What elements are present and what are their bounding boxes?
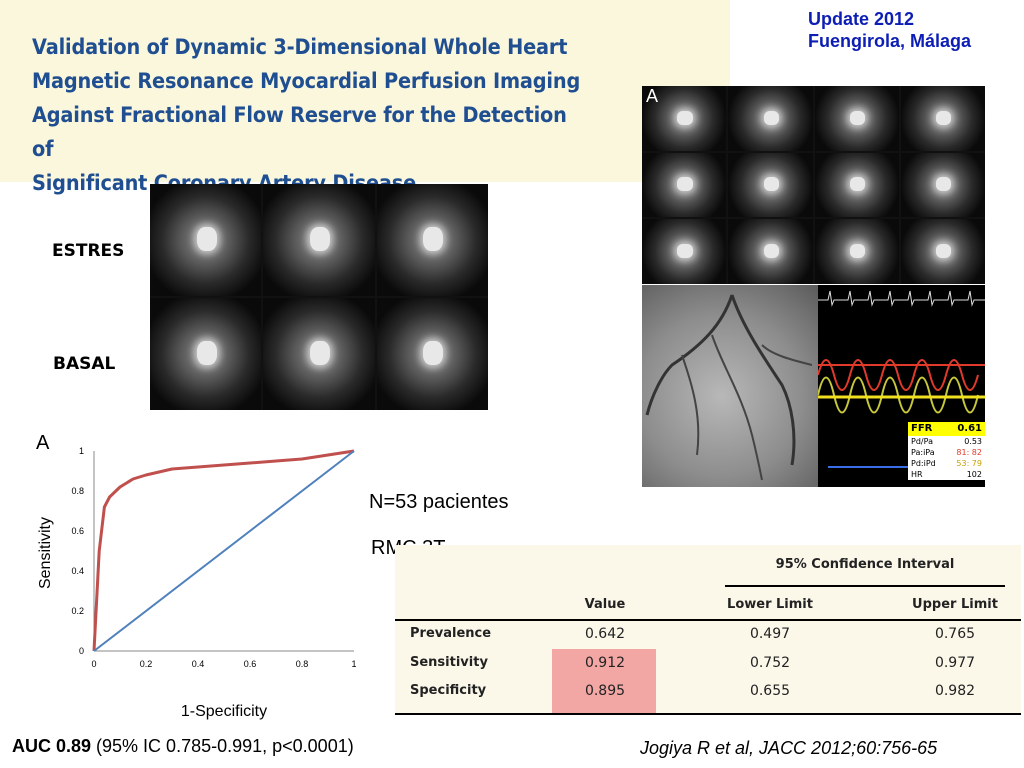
mri-image <box>900 86 985 151</box>
cell-value: 0.642 <box>584 626 626 642</box>
cell-value: 0.912 <box>584 655 626 671</box>
hr-row: HR 102 <box>908 469 985 480</box>
mri-image <box>150 184 262 296</box>
hr-label: HR <box>911 470 923 479</box>
roc-y-tick-label: 0.4 <box>71 566 84 576</box>
mri-image <box>900 219 985 284</box>
row-label-prevalence: Prevalence <box>410 626 492 641</box>
article-title-box: Validation of Dynamic 3-Dimensional Whol… <box>0 0 730 195</box>
cell-lower: 0.497 <box>749 626 791 642</box>
mri-image <box>814 219 899 284</box>
roc-x-tick-label: 0.8 <box>296 659 309 669</box>
mri-image <box>150 298 262 410</box>
roc-ylabel: Sensitivity <box>37 517 54 589</box>
pdpa-value: 0.53 <box>964 437 982 446</box>
mri-image <box>263 298 375 410</box>
roc-chart: A Sensitivity 1-Specificity 0 0.2 0.4 0.6 0.… <box>36 432 357 720</box>
mri-image <box>728 219 813 284</box>
ci-group-header: 95% Confidence Interval <box>775 557 955 572</box>
perfusion-image-grid <box>150 184 488 410</box>
mri-image <box>900 152 985 218</box>
article-title: Validation of Dynamic 3-Dimensional Whol… <box>32 30 584 200</box>
column-header-value: Value <box>584 597 626 612</box>
ci-group-rule <box>725 585 1005 587</box>
auc-ci: (95% IC 0.785-0.991, p<0.0001) <box>91 736 354 756</box>
column-header-upper: Upper Limit <box>912 597 998 612</box>
cell-upper: 0.982 <box>934 683 976 699</box>
roc-y-tick-label: 1 <box>79 446 84 456</box>
mri-image <box>728 86 813 151</box>
mri-image <box>642 152 727 218</box>
roc-x-tick-label: 1 <box>351 659 356 669</box>
mri-image <box>642 86 727 151</box>
roc-panel-label: A <box>36 432 50 454</box>
title-line: Magnetic Resonance Myocardial Perfusion … <box>32 69 581 93</box>
event-year: Update 2012 <box>808 9 915 29</box>
cell-lower: 0.752 <box>749 655 791 671</box>
ffr-row: FFR 0.61 <box>908 422 985 436</box>
roc-y-tick-label: 0 <box>79 646 84 656</box>
mri-image <box>728 152 813 218</box>
coronary-angiogram <box>642 285 819 487</box>
roc-y-tick-label: 0.2 <box>71 606 84 616</box>
mri-image <box>642 219 727 284</box>
event-header: Update 2012 Fuengirola, Málaga <box>808 8 971 52</box>
roc-x-tick-label: 0.6 <box>244 659 257 669</box>
pressure-waveforms <box>818 290 985 468</box>
pa-value: 81: 82 <box>956 448 982 457</box>
pressure-tracing-panel: FFR 0.61 Pd/Pa 0.53 Pa:iPa 81: 82 Pd:iPd… <box>818 285 985 487</box>
cell-value: 0.895 <box>584 683 626 699</box>
auc-value: AUC 0.89 <box>12 736 92 756</box>
highlight-sensitivity-specificity <box>552 649 656 713</box>
ffr-readout: FFR 0.61 Pd/Pa 0.53 Pa:iPa 81: 82 Pd:iPd… <box>908 422 985 480</box>
angiogram-vessels <box>645 294 813 481</box>
column-header-lower: Lower Limit <box>727 597 813 612</box>
roc-y-tick-label: 0.8 <box>71 486 84 496</box>
mri-image <box>814 152 899 218</box>
pd-value: 53: 79 <box>956 459 982 468</box>
cell-lower: 0.655 <box>749 683 791 699</box>
roc-x-tick-label: 0 <box>91 659 96 669</box>
hr-value: 102 <box>966 470 982 479</box>
pd-label: Pd:iPd <box>911 459 936 468</box>
stress-label: ESTRES <box>52 241 125 261</box>
pdpa-label: Pd/Pa <box>911 437 933 446</box>
mri-image <box>263 184 375 296</box>
pa-label: Pa:iPa <box>911 448 935 457</box>
roc-y-tick-label: 0.6 <box>71 526 84 536</box>
roc-x-tick-label: 0.2 <box>140 659 153 669</box>
title-line: Validation of Dynamic 3-Dimensional Whol… <box>32 35 568 59</box>
cell-upper: 0.765 <box>934 626 976 642</box>
event-location: Fuengirola, Málaga <box>808 31 972 51</box>
mri-image <box>376 184 488 296</box>
auc-summary: AUC 0.89 (95% IC 0.785-0.991, p<0.0001) <box>12 736 354 757</box>
reference-diagonal <box>93 450 355 652</box>
sample-size: N=53 pacientes <box>369 491 509 513</box>
confidence-interval-table: 95% Confidence Interval Value Lower Limi… <box>395 545 1021 715</box>
cell-upper: 0.977 <box>934 655 976 671</box>
mri-image <box>376 298 488 410</box>
pd-row: Pd:iPd 53: 79 <box>908 458 985 469</box>
ffr-label: FFR <box>911 423 933 434</box>
pa-row: Pa:iPa 81: 82 <box>908 447 985 458</box>
roc-xlabel: 1-Specificity <box>181 703 267 720</box>
header-rule <box>395 619 1021 621</box>
basal-label: BASAL <box>53 354 116 374</box>
figure-a-mri-grid <box>642 86 985 284</box>
title-line: Against Fractional Flow Reserve for the … <box>32 103 567 161</box>
row-label-specificity: Specificity <box>410 683 487 698</box>
mri-image <box>814 86 899 151</box>
citation: Jogiya R et al, JACC 2012;60:756-65 <box>640 738 938 758</box>
pdpa-row: Pd/Pa 0.53 <box>908 436 985 447</box>
roc-x-tick-label: 0.4 <box>192 659 205 669</box>
ffr-value: 0.61 <box>957 423 982 434</box>
row-label-sensitivity: Sensitivity <box>410 655 488 670</box>
roc-curve <box>92 449 355 652</box>
figure-a-label: A <box>646 86 659 106</box>
